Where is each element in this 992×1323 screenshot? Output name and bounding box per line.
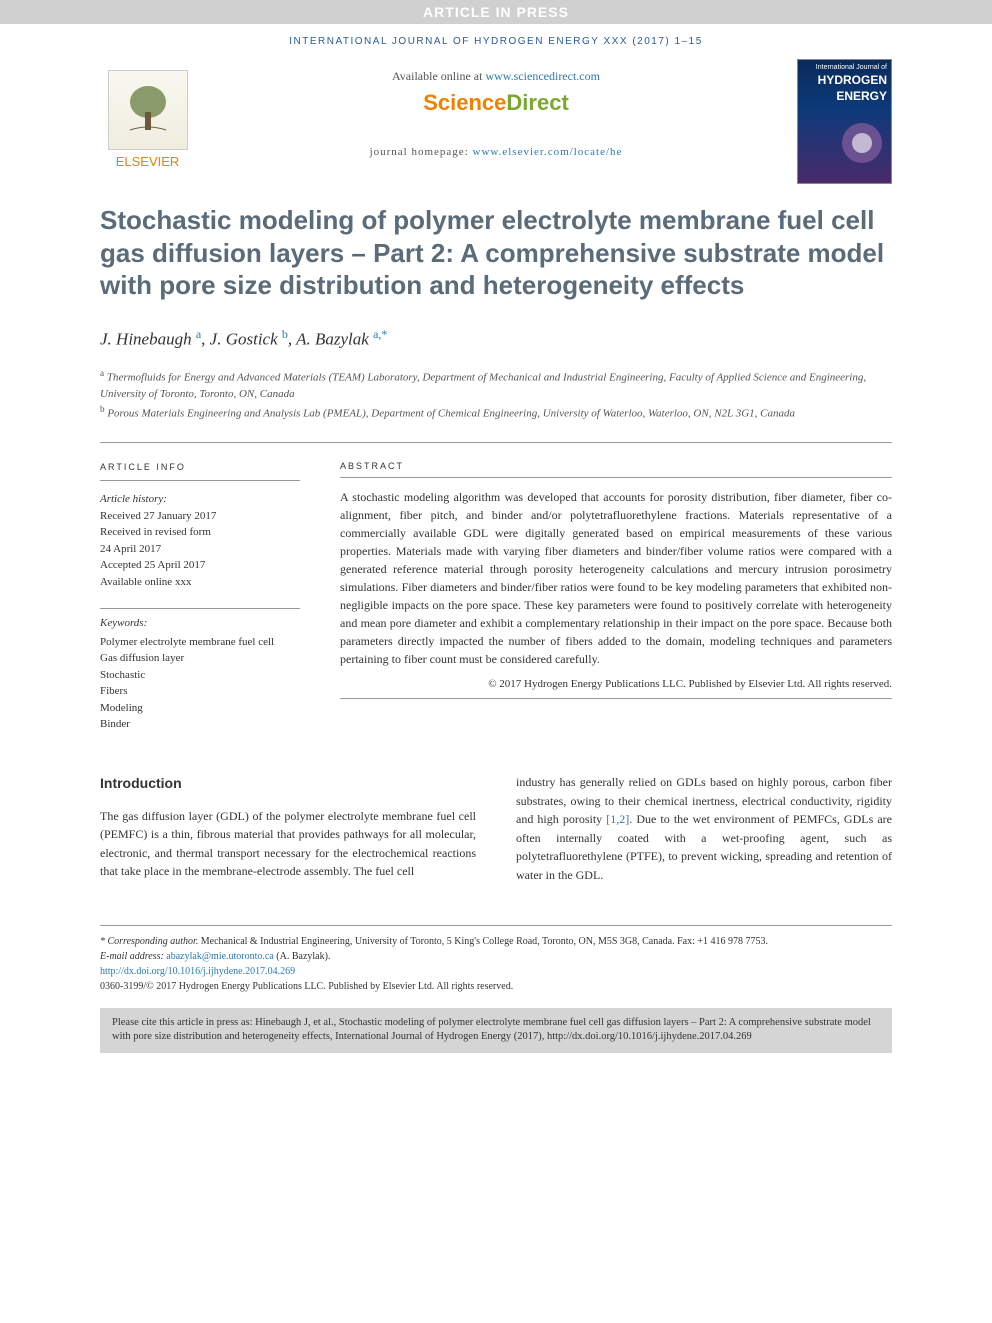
corr-text: Mechanical & Industrial Engineering, Uni… bbox=[198, 936, 768, 947]
keywords-label: Keywords: bbox=[100, 615, 300, 632]
email-address[interactable]: abazylak@mie.utoronto.ca bbox=[166, 951, 274, 962]
divider bbox=[100, 442, 892, 443]
reference-link-1-2[interactable]: [1,2] bbox=[606, 812, 629, 826]
body-column-right: industry has generally relied on GDLs ba… bbox=[516, 773, 892, 885]
elsevier-logo[interactable]: ELSEVIER bbox=[100, 59, 195, 169]
sd-logo-science: Science bbox=[423, 90, 506, 115]
sd-logo-direct: Direct bbox=[506, 90, 568, 115]
author-1[interactable]: J. Hinebaugh bbox=[100, 329, 192, 348]
author-2-sup: b bbox=[282, 327, 288, 341]
corresponding-author: * Corresponding author. Mechanical & Ind… bbox=[100, 934, 892, 949]
accepted-date: Accepted 25 April 2017 bbox=[100, 557, 300, 574]
email-name: (A. Bazylak). bbox=[274, 951, 331, 962]
corr-label: * Corresponding author. bbox=[100, 936, 198, 947]
homepage-prefix: journal homepage: bbox=[370, 146, 473, 158]
abstract-text: A stochastic modeling algorithm was deve… bbox=[340, 488, 892, 668]
info-divider bbox=[100, 608, 300, 609]
author-2[interactable]: J. Gostick bbox=[210, 329, 278, 348]
sciencedirect-url[interactable]: www.sciencedirect.com bbox=[485, 69, 600, 83]
article-info-heading: ARTICLE INFO bbox=[100, 461, 300, 482]
abstract-divider bbox=[340, 698, 892, 699]
doi-link[interactable]: http://dx.doi.org/10.1016/j.ijhydene.201… bbox=[100, 964, 892, 979]
keyword-2: Stochastic bbox=[100, 667, 300, 684]
author-1-sup: a bbox=[196, 327, 201, 341]
keyword-4: Modeling bbox=[100, 700, 300, 717]
abstract-copyright: © 2017 Hydrogen Energy Publications LLC.… bbox=[340, 678, 892, 690]
cover-title-1: HYDROGEN bbox=[802, 73, 887, 87]
intro-para-2: industry has generally relied on GDLs ba… bbox=[516, 773, 892, 885]
keyword-3: Fibers bbox=[100, 683, 300, 700]
available-prefix: Available online at bbox=[392, 69, 485, 83]
article-in-press-banner: ARTICLE IN PRESS bbox=[0, 0, 992, 24]
elsevier-tree-icon bbox=[108, 70, 188, 150]
online-date: Available online xxx bbox=[100, 574, 300, 591]
body-column-left: Introduction The gas diffusion layer (GD… bbox=[100, 773, 476, 885]
affiliation-b-text: Porous Materials Engineering and Analysi… bbox=[107, 407, 795, 419]
footnotes: * Corresponding author. Mechanical & Ind… bbox=[100, 925, 892, 994]
sciencedirect-logo[interactable]: ScienceDirect bbox=[215, 90, 777, 116]
affiliation-b: b Porous Materials Engineering and Analy… bbox=[100, 403, 892, 422]
article-history: Article history: Received 27 January 201… bbox=[100, 491, 300, 590]
revised-date: 24 April 2017 bbox=[100, 541, 300, 558]
journal-reference: INTERNATIONAL JOURNAL OF HYDROGEN ENERGY… bbox=[0, 24, 992, 59]
cover-top-text: International Journal of bbox=[802, 64, 887, 71]
keyword-1: Gas diffusion layer bbox=[100, 650, 300, 667]
article-info-column: ARTICLE INFO Article history: Received 2… bbox=[100, 461, 300, 733]
author-3-sup: a,* bbox=[373, 327, 387, 341]
authors-line: J. Hinebaugh a, J. Gostick b, A. Bazylak… bbox=[100, 327, 892, 350]
email-label: E-mail address: bbox=[100, 951, 166, 962]
available-online-text: Available online at www.sciencedirect.co… bbox=[215, 69, 777, 84]
issn-copyright: 0360-3199/© 2017 Hydrogen Energy Publica… bbox=[100, 979, 892, 994]
revised-label: Received in revised form bbox=[100, 524, 300, 541]
affiliations: a Thermofluids for Energy and Advanced M… bbox=[100, 367, 892, 422]
citation-box: Please cite this article in press as: Hi… bbox=[100, 1008, 892, 1053]
center-header: Available online at www.sciencedirect.co… bbox=[215, 59, 777, 184]
keyword-5: Binder bbox=[100, 716, 300, 733]
affiliation-a-text: Thermofluids for Energy and Advanced Mat… bbox=[100, 372, 866, 401]
journal-homepage: journal homepage: www.elsevier.com/locat… bbox=[215, 146, 777, 158]
received-date: Received 27 January 2017 bbox=[100, 508, 300, 525]
author-3[interactable]: A. Bazylak bbox=[296, 329, 369, 348]
article-title: Stochastic modeling of polymer electroly… bbox=[100, 204, 892, 302]
intro-para-1: The gas diffusion layer (GDL) of the pol… bbox=[100, 807, 476, 881]
homepage-url[interactable]: www.elsevier.com/locate/he bbox=[473, 146, 623, 158]
body-columns: Introduction The gas diffusion layer (GD… bbox=[100, 773, 892, 885]
keyword-0: Polymer electrolyte membrane fuel cell bbox=[100, 634, 300, 651]
abstract-column: ABSTRACT A stochastic modeling algorithm… bbox=[340, 461, 892, 733]
cover-title-2: ENERGY bbox=[802, 89, 887, 103]
email-line: E-mail address: abazylak@mie.utoronto.ca… bbox=[100, 949, 892, 964]
affiliation-a: a Thermofluids for Energy and Advanced M… bbox=[100, 367, 892, 403]
elsevier-text: ELSEVIER bbox=[116, 154, 180, 169]
journal-cover-thumbnail[interactable]: International Journal of HYDROGEN ENERGY bbox=[797, 59, 892, 184]
introduction-heading: Introduction bbox=[100, 773, 476, 795]
history-label: Article history: bbox=[100, 491, 300, 508]
info-abstract-row: ARTICLE INFO Article history: Received 2… bbox=[100, 461, 892, 733]
journal-header: ELSEVIER Available online at www.science… bbox=[0, 59, 992, 184]
abstract-heading: ABSTRACT bbox=[340, 461, 892, 478]
keywords-block: Keywords: Polymer electrolyte membrane f… bbox=[100, 615, 300, 733]
